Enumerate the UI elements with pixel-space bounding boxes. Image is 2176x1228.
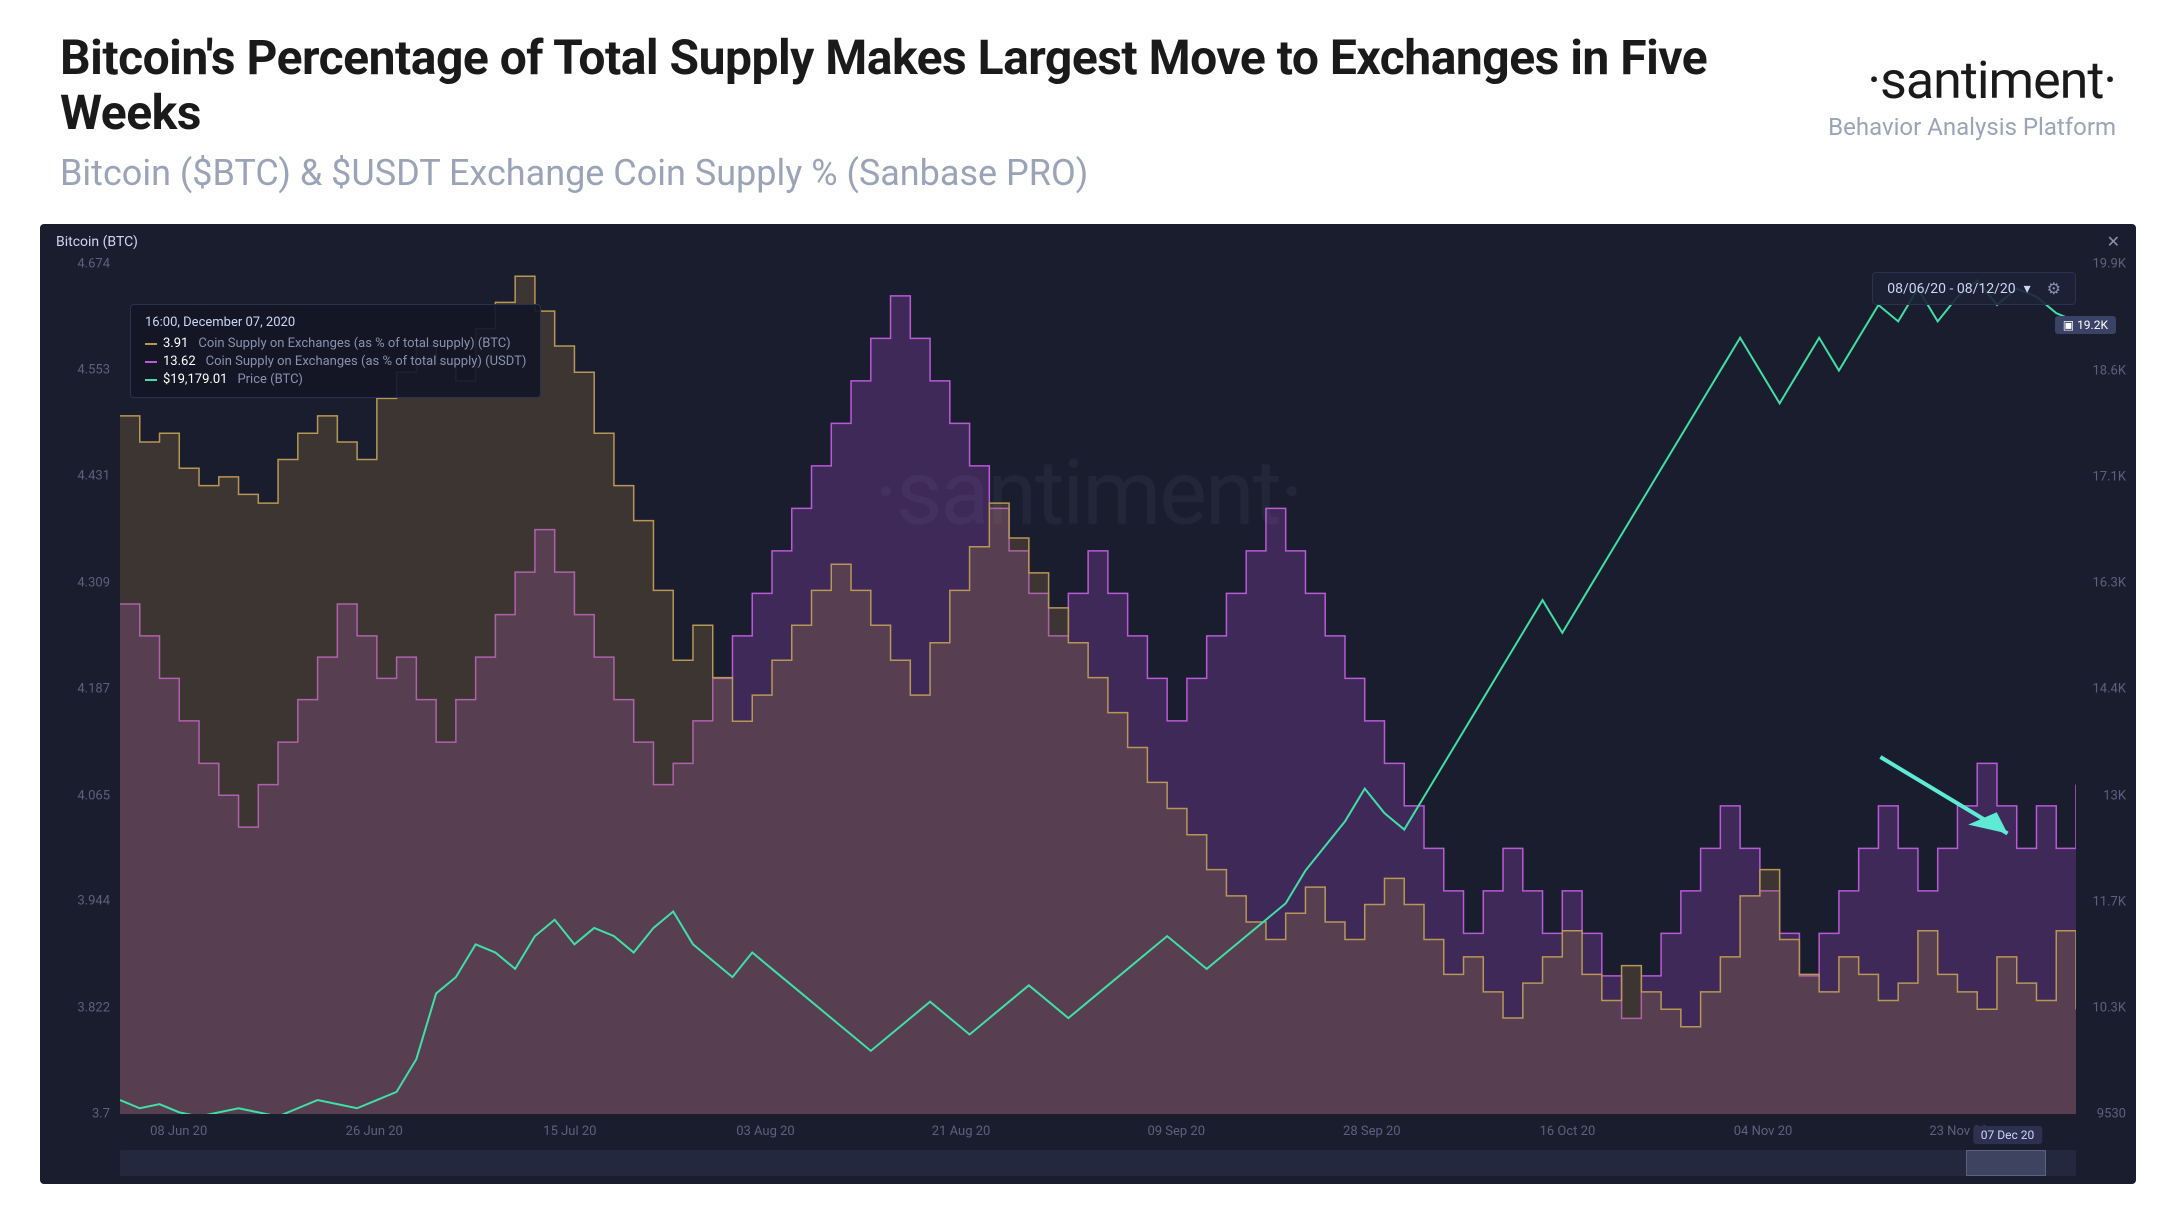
y-tick-left: 4.309 (50, 575, 110, 590)
y-tick-left: 4.674 (50, 257, 110, 272)
y-tick-left: 4.431 (50, 469, 110, 484)
x-tick: 09 Sep 20 (1147, 1124, 1205, 1139)
price-badge-icon: ▣ (2063, 318, 2074, 332)
y-tick-right: 11.7K (2076, 894, 2126, 909)
y-axis-left: 3.73.8223.9444.0654.1874.3094.4314.5534.… (50, 264, 110, 1114)
y-tick-right: 14.4K (2076, 682, 2126, 697)
y-tick-left: 4.553 (50, 362, 110, 377)
tooltip-row: $19,179.01Price (BTC) (145, 372, 526, 387)
brand-dot-left: · (1867, 50, 1880, 111)
x-tick: 15 Jul 20 (543, 1124, 596, 1139)
x-tick: 04 Nov 20 (1734, 1124, 1793, 1139)
y-tick-left: 3.822 (50, 1000, 110, 1015)
x-tick: 03 Aug 20 (736, 1124, 795, 1139)
date-range-selector[interactable]: 08/06/20 - 08/12/20 ▾ ⚙ (1872, 272, 2076, 305)
brand-block: ·santiment· Behavior Analysis Platform (1828, 30, 2116, 141)
x-tick: 21 Aug 20 (932, 1124, 991, 1139)
chart-panel: Bitcoin (BTC) ✕ 08/06/20 - 08/12/20 ▾ ⚙ … (40, 224, 2136, 1184)
x-tick: 08 Jun 20 (150, 1124, 207, 1139)
price-badge: ▣ 19.2K (2055, 316, 2116, 334)
chart-tooltip: 16:00, December 07, 2020 3.91Coin Supply… (130, 304, 541, 398)
chart-asset-label: Bitcoin (BTC) (56, 234, 138, 250)
y-tick-right: 18.6K (2076, 363, 2126, 378)
date-range-text: 08/06/20 - 08/12/20 (1887, 281, 2015, 297)
close-icon[interactable]: ✕ (2107, 232, 2120, 251)
tooltip-row: 13.62Coin Supply on Exchanges (as % of t… (145, 354, 526, 369)
y-tick-right: 16.3K (2076, 576, 2126, 591)
y-tick-left: 3.944 (50, 894, 110, 909)
y-tick-left: 3.7 (50, 1107, 110, 1122)
brand-tagline: Behavior Analysis Platform (1828, 113, 2116, 141)
y-tick-left: 4.065 (50, 788, 110, 803)
page-subtitle: Bitcoin ($BTC) & $USDT Exchange Coin Sup… (60, 152, 1828, 194)
brand-logo: ·santiment· (1828, 50, 2116, 111)
x-tick: 28 Sep 20 (1343, 1124, 1401, 1139)
y-tick-right: 17.1K (2076, 469, 2126, 484)
y-tick-right: 9530 (2076, 1107, 2126, 1122)
header: Bitcoin's Percentage of Total Supply Mak… (0, 0, 2176, 214)
page-title: Bitcoin's Percentage of Total Supply Mak… (60, 30, 1828, 140)
x-tick: 16 Oct 20 (1540, 1124, 1596, 1139)
header-text: Bitcoin's Percentage of Total Supply Mak… (60, 30, 1828, 194)
y-tick-right: 10.3K (2076, 1001, 2126, 1016)
x-axis: 08 Jun 20 26 Jun 20 15 Jul 20 03 Aug 20 21 A… (120, 1124, 2076, 1144)
chevron-down-icon: ▾ (2024, 281, 2031, 297)
cursor-date-label: 07 Dec 20 (1973, 1126, 2042, 1144)
minimap[interactable] (120, 1150, 2076, 1176)
y-tick-right: 19.9K (2076, 257, 2126, 272)
chart-header: Bitcoin (BTC) ✕ (40, 224, 2136, 259)
y-tick-right: 13K (2076, 788, 2126, 803)
x-tick: 26 Jun 20 (346, 1124, 403, 1139)
minimap-handle[interactable] (1966, 1150, 2046, 1176)
price-badge-value: 19.2K (2077, 318, 2108, 332)
gear-icon[interactable]: ⚙ (2047, 279, 2061, 298)
y-axis-right: 953010.3K11.7K13K14.4K16.3K17.1K18.6K19.… (2076, 264, 2126, 1114)
tooltip-row: 3.91Coin Supply on Exchanges (as % of to… (145, 336, 526, 351)
tooltip-time: 16:00, December 07, 2020 (145, 315, 526, 330)
y-tick-left: 4.187 (50, 682, 110, 697)
brand-dot-right: · (2103, 50, 2116, 111)
brand-name: santiment (1880, 50, 2103, 111)
